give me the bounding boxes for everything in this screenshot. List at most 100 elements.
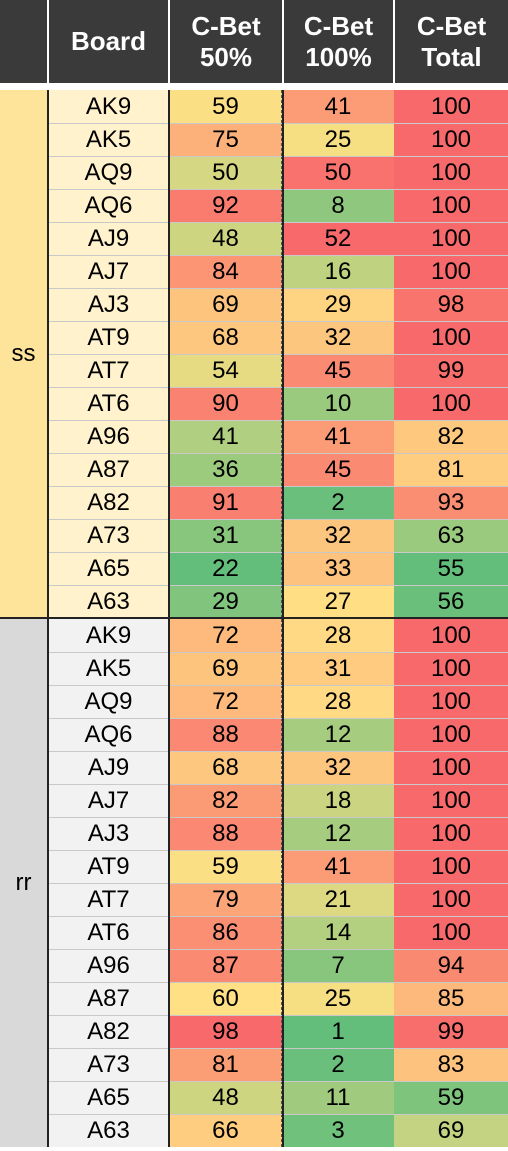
table-row: AQ6 92 8 100: [49, 189, 508, 222]
cbet100-cell: 28: [282, 685, 394, 718]
cbet100-cell: 3: [282, 1114, 394, 1147]
cbet-total-cell: 100: [394, 652, 508, 685]
table-row: AQ6 88 12 100: [49, 718, 508, 751]
row-divider: [49, 123, 508, 124]
board-column-divider: [168, 90, 170, 1147]
table-row: AJ3 69 29 98: [49, 288, 508, 321]
cbet100-cell: 11: [282, 1081, 394, 1114]
cbet100-cell: 31: [282, 652, 394, 685]
cbet50-cell: 91: [170, 486, 282, 519]
board-cell: AJ7: [49, 784, 168, 817]
cbet50-cell: 79: [170, 883, 282, 916]
row-divider: [49, 321, 508, 322]
cbet50-cell: 88: [170, 718, 282, 751]
board-cell: AQ9: [49, 685, 168, 718]
cbet100-cell: 12: [282, 817, 394, 850]
board-cell: A73: [49, 1048, 168, 1081]
table-row: AT7 79 21 100: [49, 883, 508, 916]
cbet-total-cell: 63: [394, 519, 508, 552]
cbet-total-header-line2: Total: [421, 41, 482, 72]
table-row: A82 98 1 99: [49, 1015, 508, 1048]
cbet-total-cell: 55: [394, 552, 508, 585]
cbet-total-cell: 100: [394, 619, 508, 652]
cbet100-cell: 2: [282, 486, 394, 519]
table-row: A73 81 2 83: [49, 1048, 508, 1081]
row-divider: [49, 1015, 508, 1016]
cbet100-cell: 50: [282, 156, 394, 189]
board-cell: A87: [49, 453, 168, 486]
cbet100-cell: 32: [282, 519, 394, 552]
table-row: AQ9 50 50 100: [49, 156, 508, 189]
cbet100-cell: 28: [282, 619, 394, 652]
table-row: AQ9 72 28 100: [49, 685, 508, 718]
table-row: A63 29 27 56: [49, 585, 508, 618]
header-gap: [0, 83, 508, 90]
cbet-total-cell: 100: [394, 718, 508, 751]
group-label-rr: rr: [0, 619, 47, 1147]
cbet100-cell: 41: [282, 90, 394, 123]
cbet100-cell: 25: [282, 123, 394, 156]
cbet-total-cell: 98: [394, 288, 508, 321]
cbet-total-cell: 81: [394, 453, 508, 486]
cbet-total-cell: 100: [394, 784, 508, 817]
cbet50-cell: 60: [170, 982, 282, 1015]
board-cell: A63: [49, 1114, 168, 1147]
cbet50-header: C-Bet 50%: [170, 0, 282, 83]
cbet100-cell: 41: [282, 850, 394, 883]
row-divider: [49, 751, 508, 752]
cbet50-cell: 98: [170, 1015, 282, 1048]
cbet100-cell: 10: [282, 387, 394, 420]
row-divider: [49, 1048, 508, 1049]
cbet-total-header-line1: C-Bet: [416, 10, 487, 41]
row-divider: [49, 850, 508, 851]
table-row: A82 91 2 93: [49, 486, 508, 519]
cbet100-cell: 1: [282, 1015, 394, 1048]
cbet50-cell: 86: [170, 916, 282, 949]
row-divider: [49, 949, 508, 950]
table-row: AK5 69 31 100: [49, 652, 508, 685]
cbet50-header-line1: C-Bet: [191, 10, 261, 41]
row-divider: [49, 883, 508, 884]
cbet100-cell: 33: [282, 552, 394, 585]
row-divider: [49, 585, 508, 586]
board-cell: AQ9: [49, 156, 168, 189]
cbet50-cell: 31: [170, 519, 282, 552]
board-cell: AJ3: [49, 288, 168, 321]
cbet100-cell: 16: [282, 255, 394, 288]
board-cell: A87: [49, 982, 168, 1015]
board-cell: AK9: [49, 90, 168, 123]
cbet50-cell: 75: [170, 123, 282, 156]
table-row: A65 22 33 55: [49, 552, 508, 585]
board-cell: A65: [49, 1081, 168, 1114]
cbet50-cell: 72: [170, 619, 282, 652]
cbet100-cell: 27: [282, 585, 394, 618]
board-header: Board: [49, 0, 168, 83]
board-cell: A96: [49, 420, 168, 453]
cbet50-column-divider: [282, 90, 284, 1147]
table-row: AT6 86 14 100: [49, 916, 508, 949]
board-cell: AK9: [49, 619, 168, 652]
board-cell: AJ9: [49, 751, 168, 784]
cbet100-cell: 52: [282, 222, 394, 255]
group-label-ss: ss: [0, 90, 47, 618]
table-row: A65 48 11 59: [49, 1081, 508, 1114]
cbet-total-cell: 94: [394, 949, 508, 982]
table-row: AT7 54 45 99: [49, 354, 508, 387]
cbet100-cell: 45: [282, 453, 394, 486]
cbet-total-cell: 100: [394, 817, 508, 850]
cbet-total-cell: 100: [394, 90, 508, 123]
cbet50-cell: 48: [170, 222, 282, 255]
cbet50-cell: 90: [170, 387, 282, 420]
table-row: A87 60 25 85: [49, 982, 508, 1015]
cbet50-cell: 29: [170, 585, 282, 618]
row-divider: [49, 354, 508, 355]
cbet50-cell: 68: [170, 321, 282, 354]
row-divider: [49, 552, 508, 553]
row-divider: [49, 156, 508, 157]
cbet-total-cell: 100: [394, 156, 508, 189]
cbet100-cell: 7: [282, 949, 394, 982]
board-cell: A65: [49, 552, 168, 585]
table-header: Board C-Bet 50% C-Bet 100% C-Bet Total: [0, 0, 508, 83]
cbet-total-cell: 83: [394, 1048, 508, 1081]
cbet-total-cell: 100: [394, 883, 508, 916]
